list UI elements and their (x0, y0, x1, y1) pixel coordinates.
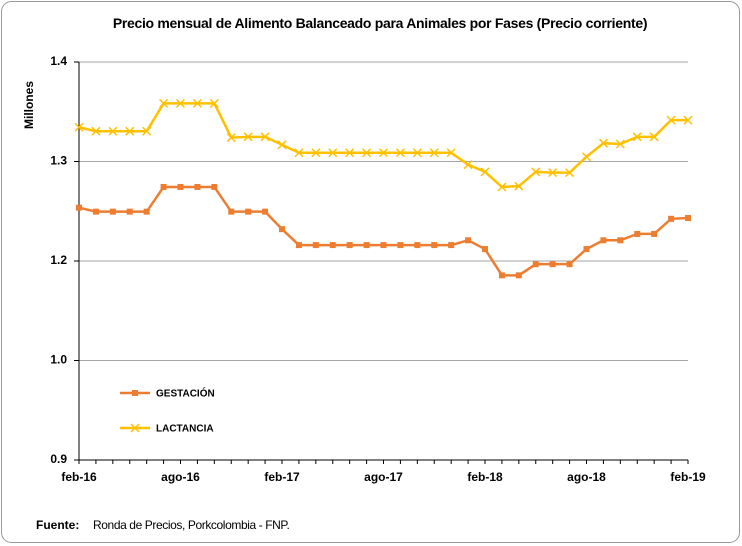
data-point (125, 126, 135, 136)
data-point (108, 126, 118, 136)
x-tick-label: ago-18 (567, 470, 606, 484)
data-point (498, 272, 505, 279)
data-point (328, 148, 338, 158)
data-point (312, 242, 319, 249)
data-point (581, 152, 592, 162)
data-point (294, 148, 304, 158)
data-point (414, 242, 421, 249)
data-point (279, 226, 285, 233)
data-point (160, 183, 167, 190)
data-point (260, 132, 270, 142)
data-point (565, 168, 575, 178)
data-point (142, 126, 152, 136)
data-point (600, 237, 607, 244)
data-point (363, 242, 370, 249)
source-text: Ronda de Precios, Porkcolombia - FNP. (93, 518, 289, 532)
data-point (632, 132, 642, 142)
data-point (515, 272, 522, 279)
y-tick-label: 0.9 (50, 452, 67, 466)
data-point (431, 242, 438, 249)
data-point (649, 132, 659, 142)
data-point (566, 261, 573, 268)
data-point (126, 208, 133, 215)
data-point (666, 115, 676, 125)
data-point (651, 230, 658, 237)
data-point (245, 208, 252, 215)
data-point (668, 215, 675, 222)
data-point (295, 242, 302, 249)
legend-marker (132, 390, 138, 396)
data-point (583, 246, 590, 253)
data-point (683, 115, 693, 125)
data-point (346, 242, 353, 249)
data-point (463, 160, 473, 170)
x-tick-label: feb-19 (670, 470, 706, 484)
data-point (211, 183, 218, 190)
data-point (412, 148, 422, 158)
data-point (395, 148, 405, 158)
data-point (91, 126, 101, 136)
legend-label: GESTACIÓN (156, 387, 215, 400)
data-point (465, 237, 472, 244)
x-tick-label: feb-18 (467, 470, 503, 484)
y-tick-label: 1.0 (50, 353, 67, 367)
data-point (514, 181, 524, 191)
data-point (175, 98, 186, 108)
y-tick-label: 1.3 (50, 154, 67, 168)
data-point (448, 242, 455, 249)
data-point (345, 148, 355, 158)
data-point (159, 98, 169, 108)
data-point (617, 237, 624, 244)
data-point (362, 148, 372, 158)
data-point (243, 132, 253, 142)
data-point (378, 148, 389, 158)
data-point (143, 208, 150, 215)
data-point (177, 183, 184, 190)
data-point (480, 167, 490, 177)
source-label: Fuente: (36, 518, 79, 532)
data-point (615, 139, 625, 149)
data-point (482, 246, 488, 253)
x-tick-label: ago-17 (364, 470, 403, 484)
data-point (226, 133, 236, 143)
x-tick-label: feb-17 (264, 470, 300, 484)
data-point (277, 140, 287, 150)
y-tick-label: 1.4 (50, 54, 67, 68)
data-point (228, 208, 235, 215)
chart-title: Precio mensual de Alimento Balanceado pa… (112, 15, 648, 31)
data-point (532, 261, 539, 268)
data-point (598, 138, 608, 148)
data-point (497, 182, 507, 192)
data-point (194, 183, 201, 190)
data-point (548, 168, 558, 178)
data-point (209, 98, 219, 108)
data-point (329, 242, 336, 249)
data-point (311, 148, 321, 158)
data-point (262, 208, 269, 215)
legend-label: LACTANCIA (156, 424, 214, 435)
data-point (76, 204, 82, 211)
data-point (634, 230, 641, 237)
data-point (109, 208, 116, 215)
data-point (92, 208, 99, 215)
data-point (74, 122, 84, 132)
data-point (192, 98, 202, 108)
y-tick-label: 1.2 (50, 253, 67, 267)
legend-marker (130, 423, 140, 433)
x-tick-label: ago-16 (161, 470, 200, 484)
x-tick-label: feb-16 (61, 470, 97, 484)
data-point (429, 148, 439, 158)
data-point (380, 242, 387, 249)
data-point (549, 261, 556, 268)
data-point (685, 215, 691, 222)
data-point (446, 148, 456, 158)
y-axis-label: Millones (22, 81, 36, 129)
data-point (531, 167, 541, 177)
data-point (397, 242, 404, 249)
